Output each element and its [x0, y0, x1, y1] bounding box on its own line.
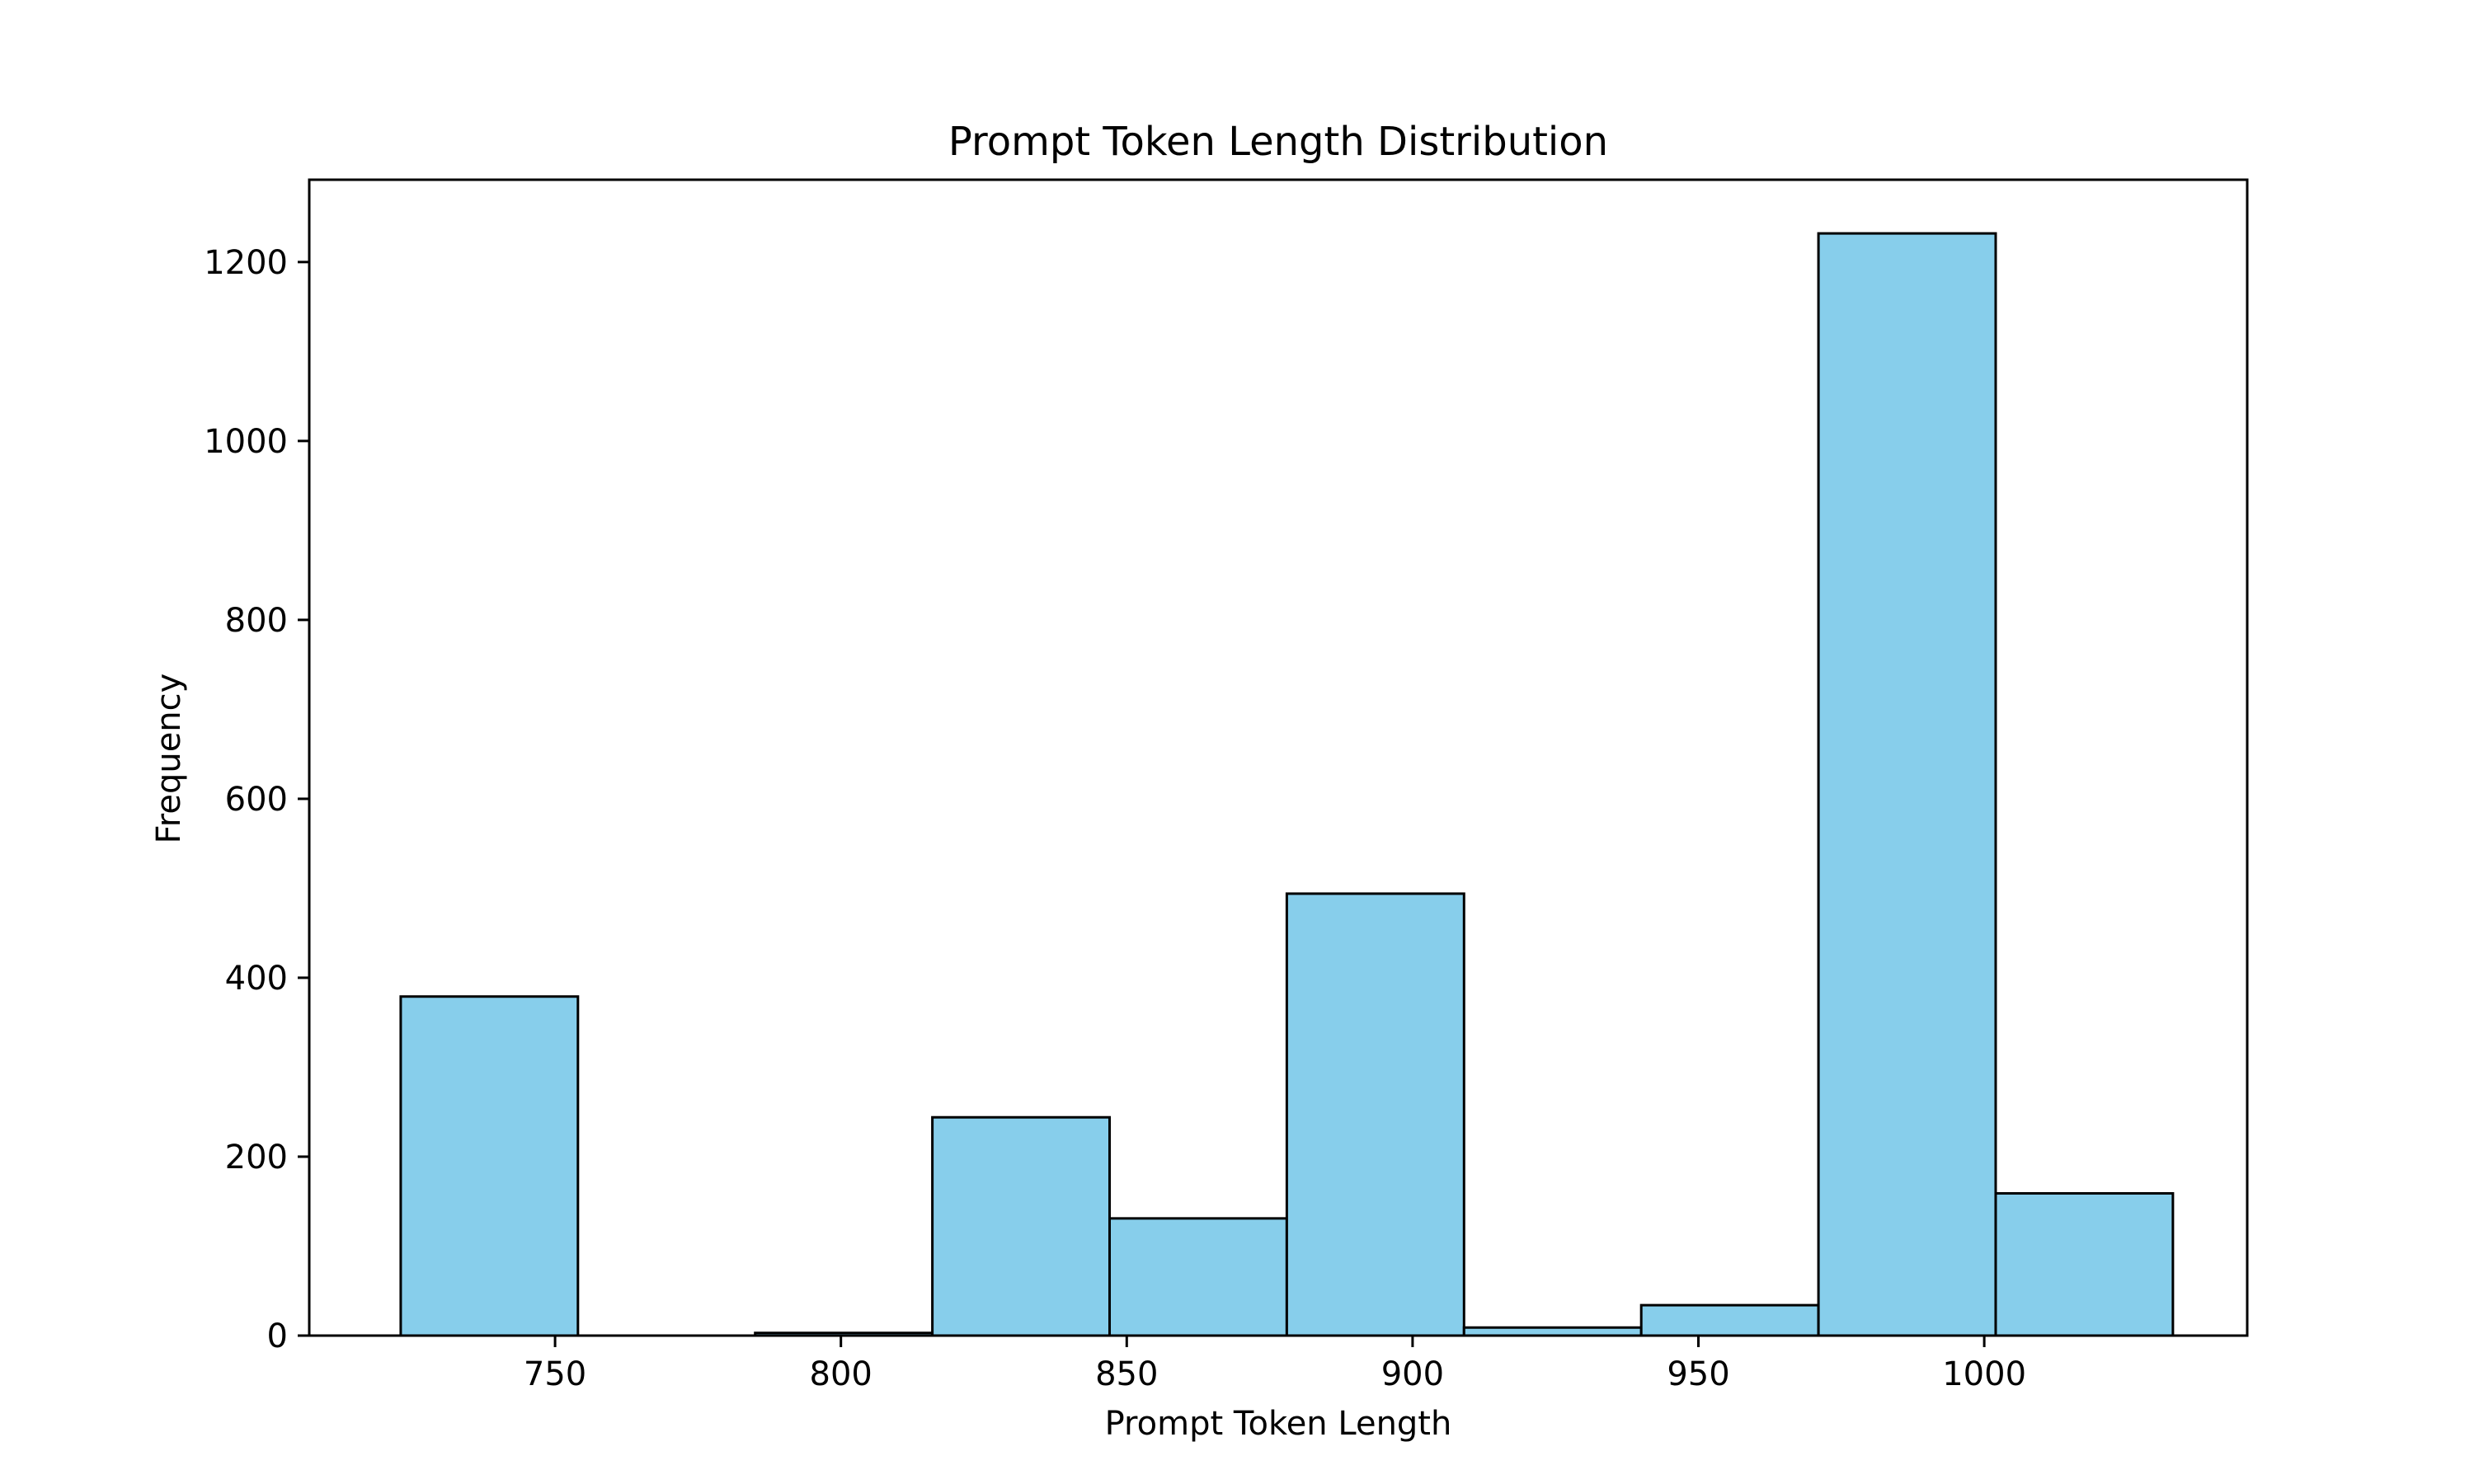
y-tick-label: 600 — [225, 781, 288, 819]
histogram-bar-6 — [1285, 892, 1465, 1337]
histogram-bar-4 — [931, 1115, 1112, 1337]
y-axis-ticks: 0 200 400 600 800 1000 1200 — [204, 244, 309, 1355]
x-tick-label: 800 — [810, 1355, 872, 1393]
y-tick-label: 1200 — [204, 244, 288, 282]
x-tick-label: 750 — [524, 1355, 586, 1393]
histogram-bar-8 — [1639, 1303, 1820, 1337]
y-tick-label: 400 — [225, 960, 288, 998]
x-tick-label: 900 — [1381, 1355, 1444, 1393]
x-tick-label: 850 — [1095, 1355, 1158, 1393]
histogram-bar-9 — [1817, 232, 1997, 1337]
histogram-bar-5 — [1108, 1217, 1288, 1337]
bars-group — [399, 232, 2175, 1337]
y-tick-label: 200 — [225, 1139, 288, 1176]
x-tick-label: 1000 — [1942, 1355, 2026, 1393]
x-axis-label: Prompt Token Length — [1105, 1405, 1452, 1443]
histogram-bar-1 — [399, 995, 580, 1337]
y-tick-label: 800 — [225, 602, 288, 640]
histogram-bar-10 — [1994, 1191, 2175, 1337]
y-tick-label: 1000 — [204, 423, 288, 461]
chart-title: Prompt Token Length Distribution — [948, 119, 1608, 165]
x-axis-ticks: 750 800 850 900 950 1000 — [524, 1336, 2026, 1393]
y-tick-label: 0 — [267, 1317, 288, 1355]
y-axis-label: Frequency — [150, 674, 188, 844]
plot-frame — [308, 178, 2249, 1337]
x-tick-label: 950 — [1667, 1355, 1729, 1393]
